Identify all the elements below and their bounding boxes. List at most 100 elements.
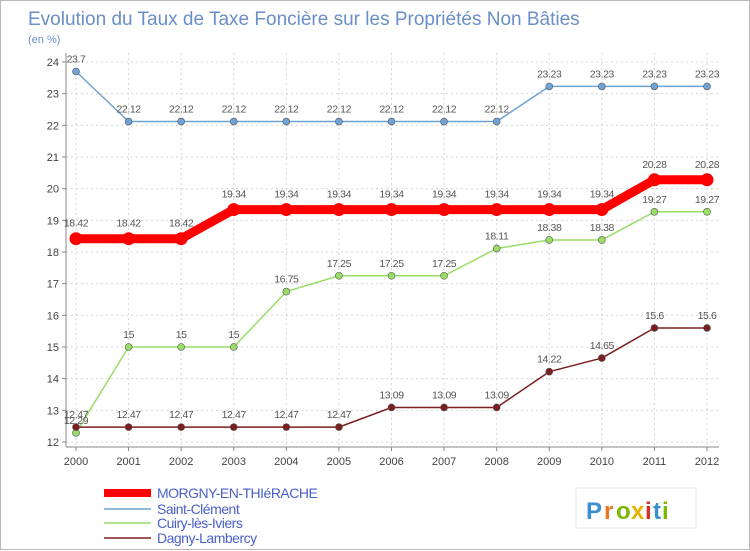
series-3-point-2004 <box>282 423 291 431</box>
series-1-label-2004: 22.12 <box>274 104 299 116</box>
series-1-point-2011 <box>650 82 659 91</box>
legend-label-2: Cuiry-lès-Iviers <box>157 515 243 531</box>
series-1-label-2012: 23.23 <box>695 68 720 80</box>
series-1-label-2009: 23.23 <box>537 68 562 80</box>
logo-letter-5: t <box>653 498 661 525</box>
series-2-point-2010 <box>598 236 606 244</box>
series-3-label-2011: 15.6 <box>645 310 664 322</box>
series-1-point-2006 <box>387 117 396 126</box>
data-labels: 23.7 22.12 22.12 22.12 22.12 22.12 22.12 22.12 2… <box>64 54 720 427</box>
series-2-point-2004 <box>282 287 291 296</box>
series-1-point-2012 <box>703 82 711 91</box>
series-3-point-2000 <box>72 423 80 431</box>
y-tick-label-20: 20 <box>47 184 59 196</box>
series-0-label-2001: 18.42 <box>116 218 141 230</box>
x-tick-label-2006: 2006 <box>379 456 403 468</box>
series-1-point-2001 <box>124 117 133 126</box>
series-0-point-2003 <box>227 203 241 217</box>
series-3-label-2002: 12.47 <box>169 409 194 421</box>
series-1-label-2002: 22.12 <box>169 104 194 116</box>
y-tick-label-18: 18 <box>47 247 59 259</box>
series-1-point-2000 <box>72 67 80 76</box>
series-3-label-2007: 13.09 <box>432 389 457 401</box>
series-3-point-2005 <box>335 423 343 431</box>
x-tick-labels: 2000 2001 2002 2003 2004 2005 2006 2007 2008 2009… <box>64 447 719 468</box>
series-1-point-2003 <box>229 117 238 126</box>
chart-unit-label: (en %) <box>28 34 60 46</box>
logo-letter-4: i <box>645 498 652 525</box>
series-3-point-2002 <box>177 423 185 431</box>
series-1-label-2000: 23.7 <box>67 54 86 66</box>
logo-letter-2: o <box>616 498 631 525</box>
series-2-point-2005 <box>335 271 343 280</box>
series-0-point-2011 <box>647 173 661 187</box>
series-0-point-2001 <box>122 232 136 246</box>
series-3-label-2005: 12.47 <box>327 409 352 421</box>
series-2-label-2010: 18.38 <box>590 222 615 234</box>
series-2-point-2009 <box>545 236 554 244</box>
series-3-point-2011 <box>650 324 659 332</box>
x-tick-label-2008: 2008 <box>484 456 508 468</box>
logo-letter-1: r <box>604 498 613 525</box>
series-2-label-2008: 18.11 <box>485 231 509 243</box>
chart-title: Evolution du Taux de Taxe Foncière sur l… <box>28 9 580 30</box>
logo-letter-3: x <box>631 498 645 525</box>
chart-legend: MORGNY-EN-THIéRACHESaint-ClémentCuiry-lè… <box>104 485 318 546</box>
series-1-label-2001: 22.12 <box>116 104 141 116</box>
series-1-label-2008: 22.12 <box>485 104 510 116</box>
series-0-label-2000: 18.42 <box>64 218 89 230</box>
series-2-point-2002 <box>177 343 185 351</box>
series-2-point-2003 <box>229 343 238 351</box>
y-tick-labels: 12 13 14 15 16 17 18 19 20 21 22 23 24 <box>47 57 66 449</box>
series-0-point-2004 <box>279 203 293 217</box>
logo-box <box>575 487 697 529</box>
y-tick-label-22: 22 <box>47 120 59 132</box>
x-tick-label-2002: 2002 <box>169 456 193 468</box>
series-3-point-2006 <box>387 403 396 412</box>
series-0-point-2010 <box>595 203 609 217</box>
series-0-label-2011: 20.28 <box>642 159 667 171</box>
legend-label-1: Saint-Clément <box>157 501 240 517</box>
series-0-point-2006 <box>385 203 398 217</box>
legend-label-0: MORGNY-EN-THIéRACHE <box>157 485 317 501</box>
y-tick-label-13: 13 <box>47 405 59 417</box>
series-1-label-2003: 22.12 <box>222 104 247 116</box>
series-0-point-2002 <box>174 232 188 246</box>
series-0-label-2006: 19.34 <box>379 189 404 201</box>
x-tick-label-2004: 2004 <box>274 456 298 468</box>
series-2-point-2012 <box>703 207 711 216</box>
series-1-label-2010: 23.23 <box>590 68 615 80</box>
y-tick-label-19: 19 <box>47 215 59 227</box>
series-3-label-2008: 13.09 <box>485 389 510 401</box>
series-2-label-2001: 15 <box>123 329 134 341</box>
series-1-point-2008 <box>492 117 501 126</box>
series-1-point-2007 <box>440 117 448 126</box>
series-1-point-2004 <box>282 117 291 126</box>
series-0-label-2010: 19.34 <box>590 189 615 201</box>
series-3-label-2000: 12.47 <box>64 409 89 421</box>
x-tick-label-2001: 2001 <box>116 456 140 468</box>
series-3-point-2012 <box>703 324 711 332</box>
y-tick-label-12: 12 <box>47 437 59 449</box>
series-2-label-2012: 19.27 <box>695 194 720 206</box>
series-3-label-2003: 12.47 <box>222 409 247 421</box>
series-3-label-2012: 15.6 <box>698 310 717 322</box>
legend-label-3: Dagny-Lambercy <box>157 530 257 546</box>
series-0-label-2012: 20.28 <box>695 159 720 171</box>
x-tick-label-2012: 2012 <box>695 456 719 468</box>
series-2-label-2006: 17.25 <box>379 258 404 270</box>
series-3-label-2009: 14.22 <box>537 354 562 366</box>
y-tick-label-23: 23 <box>47 89 59 101</box>
series-1-point-2010 <box>598 82 606 91</box>
series-3-label-2006: 13.09 <box>379 389 404 401</box>
series-0-point-2009 <box>542 203 556 217</box>
y-tick-label-21: 21 <box>47 152 59 164</box>
series-0-point-2000 <box>69 232 83 246</box>
logo-letter-6: i <box>662 498 669 525</box>
series-3-point-2003 <box>229 423 238 431</box>
series-3-point-2007 <box>440 403 448 412</box>
x-tick-label-2009: 2009 <box>537 456 561 468</box>
y-tick-label-24: 24 <box>47 57 59 69</box>
